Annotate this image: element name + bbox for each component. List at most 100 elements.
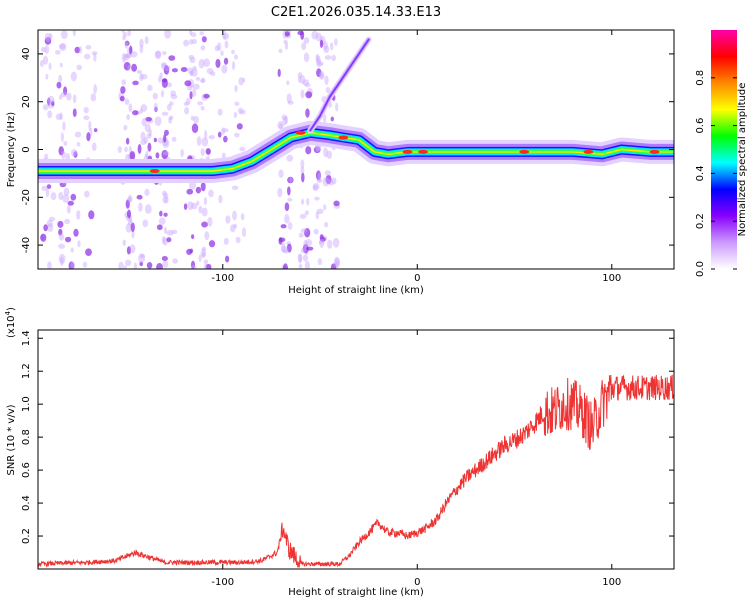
noise-blob — [168, 116, 173, 124]
noise-blob — [58, 243, 66, 249]
y-tick-label: 1.4 — [21, 330, 32, 346]
noise-blob — [233, 112, 238, 119]
noise-blob — [144, 123, 151, 133]
noise-blob — [302, 79, 310, 86]
noise-blob — [234, 132, 240, 138]
colorbar: 0.0 0.2 0.4 0.6 0.8 Normalized spectral ampl… — [695, 30, 748, 277]
noise-blob — [236, 123, 243, 130]
noise-blob — [189, 71, 193, 76]
noise-blob — [43, 224, 48, 232]
x-tick-label: 100 — [602, 273, 621, 284]
noise-blob — [91, 142, 97, 151]
noise-blob — [122, 239, 127, 246]
noise-blob — [203, 259, 209, 265]
noise-blob — [125, 223, 132, 233]
noise-blob — [166, 104, 172, 111]
noise-blob — [328, 179, 334, 186]
noise-blob — [287, 197, 293, 202]
noise-blob — [298, 254, 302, 264]
noise-blob — [139, 73, 144, 82]
colorbar-tick-label: 0.6 — [695, 118, 706, 134]
noise-blob — [300, 166, 305, 174]
noise-blob — [187, 201, 194, 211]
noise-blob — [237, 107, 244, 115]
noise-blob — [91, 51, 98, 56]
noise-blob — [280, 224, 287, 229]
noise-blob — [162, 195, 168, 204]
snr-background — [38, 330, 674, 569]
noise-blob — [215, 58, 221, 68]
noise-blob — [73, 151, 78, 158]
noise-blob — [190, 234, 195, 240]
noise-blob — [220, 50, 224, 57]
noise-blob — [304, 227, 311, 238]
noise-blob — [83, 115, 90, 121]
noise-blob — [335, 102, 339, 112]
noise-blob — [157, 76, 162, 83]
noise-blob — [88, 120, 92, 131]
noise-blob — [82, 261, 88, 268]
noise-blob — [300, 89, 305, 99]
colorbar-tick-label: 0.8 — [695, 70, 706, 86]
noise-blob — [170, 90, 177, 97]
noise-blob — [58, 43, 66, 50]
noise-blob — [282, 249, 290, 254]
noise-blob — [44, 153, 49, 160]
noise-blob — [324, 75, 329, 86]
noise-blob — [93, 84, 98, 94]
noise-blob — [234, 84, 238, 93]
noise-blob — [195, 76, 201, 81]
spectrogram-panel: -100 0 100 -40 -20 0 20 40 Height of straight … — [6, 29, 675, 296]
noise-blob — [204, 129, 208, 140]
noise-blob — [313, 146, 321, 154]
spectrogram-y-label: Frequency (Hz) — [6, 112, 17, 188]
noise-blob — [72, 108, 77, 118]
noise-blob — [68, 261, 75, 269]
noise-blob — [126, 209, 132, 219]
noise-blob — [325, 86, 331, 94]
y-tick-label: 0 — [21, 146, 32, 152]
noise-blob — [241, 227, 247, 238]
noise-blob — [277, 187, 283, 198]
noise-blob — [166, 229, 174, 236]
noise-blob — [160, 90, 165, 98]
noise-blob — [156, 224, 163, 231]
noise-blob — [208, 135, 215, 140]
noise-blob — [189, 56, 196, 64]
noise-blob — [284, 42, 289, 50]
noise-blob — [198, 254, 202, 263]
noise-blob — [132, 80, 139, 86]
noise-blob — [133, 262, 138, 269]
noise-blob — [183, 203, 188, 210]
noise-blob — [161, 78, 168, 88]
noise-blob — [138, 253, 146, 264]
noise-blob — [322, 177, 330, 187]
noise-blob — [144, 204, 152, 214]
noise-blob — [61, 150, 67, 160]
noise-blob — [168, 115, 174, 121]
noise-blob — [40, 233, 47, 242]
noise-blob — [39, 59, 44, 68]
chart-title: C2E1.2026.035.14.33.E13 — [271, 5, 441, 20]
noise-blob — [191, 68, 198, 77]
noise-blob — [121, 30, 125, 33]
noise-blob — [147, 84, 153, 92]
noise-blob — [324, 170, 331, 177]
noise-blob — [118, 261, 124, 269]
noise-blob — [306, 198, 310, 206]
noise-blob — [209, 71, 216, 77]
noise-blob — [305, 108, 310, 118]
noise-blob — [278, 169, 284, 179]
noise-blob — [125, 54, 132, 59]
noise-blob — [318, 61, 324, 66]
noise-blob — [188, 54, 195, 60]
y-tick-label: 0.4 — [21, 495, 32, 511]
noise-blob — [199, 31, 204, 36]
noise-blob — [287, 176, 294, 184]
y-tick-label: 20 — [21, 95, 32, 108]
noise-blob — [281, 245, 288, 253]
x-tick-label: 0 — [414, 577, 420, 588]
noise-blob — [40, 46, 47, 53]
noise-blob — [282, 263, 288, 269]
